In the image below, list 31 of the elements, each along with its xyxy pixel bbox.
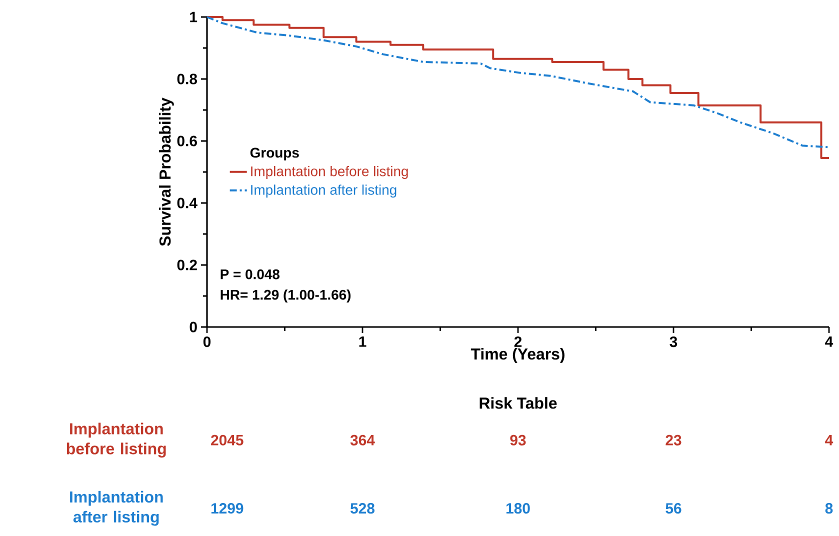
y-tick-label: 0	[190, 322, 197, 332]
text: Implantation before listing	[66, 422, 166, 458]
text: 8	[825, 503, 833, 514]
legend-label: Implantation after listing	[251, 184, 396, 198]
y-tick-label: 0.8	[177, 74, 198, 84]
text: 2045	[211, 434, 244, 446]
text: 364	[350, 434, 375, 446]
text: 1299	[211, 503, 244, 514]
text: Implantation after listing	[70, 490, 163, 526]
x-axis-title: Time (Years)	[470, 348, 564, 363]
x-tick-label: 3	[670, 336, 678, 348]
y-tick-label: 0.2	[177, 260, 197, 270]
text: 528	[350, 503, 374, 514]
y-tick-label: 0.4	[177, 198, 198, 208]
annotation: HR= 1.29 (1.00-1.66)	[220, 289, 351, 302]
x-tick-label: 4	[825, 336, 834, 347]
y-tick-label: 1	[190, 12, 198, 22]
text: 56	[666, 503, 682, 514]
x-tick-label: 1	[359, 336, 366, 347]
y-axis-title: Survival Probability	[159, 98, 174, 246]
legend-label: Implantation before listing	[251, 166, 408, 180]
legend-title: Groups	[250, 148, 299, 160]
text: 23	[666, 434, 682, 446]
text: 93	[510, 434, 526, 446]
x-tick-label: 0	[203, 336, 211, 348]
y-tick-label: 0.6	[177, 136, 197, 146]
x-tick-label: 2	[514, 336, 522, 347]
text: 180	[506, 503, 530, 514]
annotation: P = 0.048	[220, 269, 280, 280]
text: Risk Table	[480, 397, 557, 409]
text: 4	[825, 435, 834, 446]
